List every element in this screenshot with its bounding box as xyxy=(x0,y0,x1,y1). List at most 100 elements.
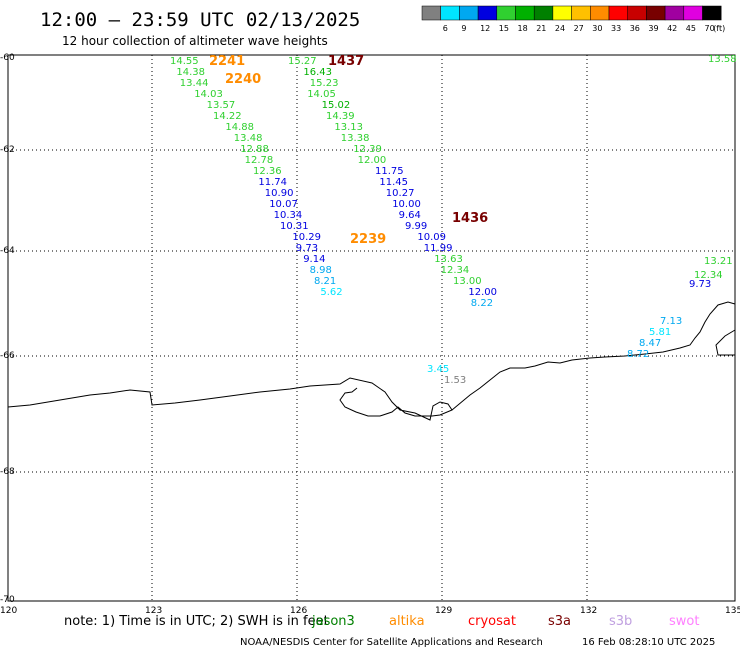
colorbar-label: 42 xyxy=(667,24,677,33)
wave-height-reading: 13.48 xyxy=(234,133,263,144)
colorbar-swatch xyxy=(459,5,479,21)
colorbar-label: 15 xyxy=(499,24,509,33)
lon-label: 135 xyxy=(725,606,740,616)
colorbar-label: 6 xyxy=(443,24,448,33)
wave-height-reading: 9.73 xyxy=(689,279,711,290)
track-f: 13.58 xyxy=(708,54,737,65)
wave-height-reading: 8.21 xyxy=(314,276,336,287)
wave-height-reading: 11.75 xyxy=(375,166,404,177)
wave-height-reading: 12.34 xyxy=(694,270,723,281)
colorbar-swatch xyxy=(646,5,666,21)
wave-height-reading: 10.31 xyxy=(280,221,309,232)
colorbar-swatch xyxy=(552,5,572,21)
wave-height-reading: 14.88 xyxy=(225,122,254,133)
wave-height-reading: 10.34 xyxy=(274,210,303,221)
colorbar: 6 9 12 15 18 21 24 27 30 33 36 39 42 45 70(ft) xyxy=(421,5,725,33)
satellite-legend: jason3 altika cryosat s3a s3b swot xyxy=(311,614,699,629)
wave-height-reading: 12.78 xyxy=(245,155,274,166)
units-note: note: 1) Time is in UTC; 2) SWH is in fe… xyxy=(64,614,329,629)
colorbar-swatch xyxy=(477,5,498,21)
wave-height-reading: 5.62 xyxy=(320,287,342,298)
colorbar-label: 9 xyxy=(461,24,466,33)
colorbar-label: 21 xyxy=(536,24,546,33)
wave-height-reading: 8.98 xyxy=(310,265,332,276)
generation-timestamp: 16 Feb 08:28:10 UTC 2025 xyxy=(582,637,715,648)
coastline xyxy=(7,301,736,421)
colorbar-swatch xyxy=(421,5,441,21)
satellite-legend-item: s3a xyxy=(548,614,571,629)
wave-height-reading: 10.00 xyxy=(392,199,421,210)
wave-height-reading: 13.38 xyxy=(341,133,370,144)
colorbar-label: 30 xyxy=(592,24,602,33)
wave-height-reading: 13.00 xyxy=(453,276,482,287)
colorbar-label: 18 xyxy=(518,24,528,33)
wave-height-reading: 11.99 xyxy=(424,243,453,254)
wave-height-reading: 8.22 xyxy=(471,298,493,309)
colorbar-label: 27 xyxy=(574,24,584,33)
colorbar-label: 33 xyxy=(611,24,621,33)
colorbar-swatch xyxy=(702,5,722,21)
wave-height-reading: 9.99 xyxy=(405,221,427,232)
wave-height-reading: 8.72 xyxy=(627,349,649,360)
wave-height-reading: 10.29 xyxy=(292,232,321,243)
colorbar-swatch xyxy=(533,5,554,21)
wave-height-reading: 13.13 xyxy=(334,122,363,133)
wave-height-reading: 14.39 xyxy=(326,111,355,122)
lat-label: -70 xyxy=(0,595,15,605)
satellite-legend-item: swot xyxy=(669,614,699,629)
wave-height-reading: 15.27 xyxy=(288,56,317,67)
credit-line: NOAA/NESDIS Center for Satellite Applica… xyxy=(240,637,543,648)
colorbar-swatch xyxy=(664,5,685,21)
wave-height-reading: 11.74 xyxy=(258,177,287,188)
wave-height-reading: 14.38 xyxy=(176,67,205,78)
lon-label: 120 xyxy=(0,606,17,616)
map-subtitle: 12 hour collection of altimeter wave hei… xyxy=(62,34,328,48)
wave-height-reading: 15.23 xyxy=(310,78,339,89)
wave-height-reading: 10.27 xyxy=(386,188,415,199)
wave-height-reading: 15.02 xyxy=(322,100,351,111)
wave-height-reading: 12.34 xyxy=(441,265,470,276)
wave-height-reading: 7.13 xyxy=(660,316,682,327)
colorbar-swatch xyxy=(515,5,535,21)
wave-height-reading: 14.55 xyxy=(170,56,199,67)
lat-label: -68 xyxy=(0,467,15,477)
wave-height-reading: 14.03 xyxy=(194,89,223,100)
track-d: 12.34 13.21 9.73 xyxy=(689,256,733,290)
wave-height-reading: 12.00 xyxy=(468,287,497,298)
colorbar-label: 36 xyxy=(630,24,640,33)
wave-height-reading: 13.58 xyxy=(708,54,737,65)
pass-time-label: 2241 xyxy=(209,54,245,69)
wave-height-reading: 13.21 xyxy=(704,256,733,267)
track-c: 7.135.818.478.72 xyxy=(627,316,682,360)
track-e: 3.451.53 xyxy=(427,364,466,386)
wave-height-reading: 9.73 xyxy=(296,243,318,254)
colorbar-swatch xyxy=(496,5,516,21)
lon-label: 129 xyxy=(435,606,452,616)
wave-height-reading: 16.43 xyxy=(303,67,332,78)
wave-height-reading: 5.81 xyxy=(649,327,671,338)
colorbar-swatch xyxy=(627,5,647,21)
colorbar-swatch xyxy=(440,5,460,21)
wave-height-reading: 9.64 xyxy=(399,210,421,221)
wave-height-reading: 14.05 xyxy=(307,89,336,100)
pass-time-label: 1437 xyxy=(328,54,364,69)
wave-height-reading: 1.53 xyxy=(444,375,466,386)
satellite-legend-item: cryosat xyxy=(468,614,516,629)
colorbar-label: 45 xyxy=(686,24,696,33)
plot-frame xyxy=(7,54,736,602)
wave-height-reading: 12.00 xyxy=(358,155,387,166)
pass-time-label: 2240 xyxy=(225,72,261,87)
wave-height-reading: 8.47 xyxy=(639,338,661,349)
pass-time-label: 2239 xyxy=(350,232,386,247)
pass-time-label: 1436 xyxy=(452,211,488,226)
wave-height-reading: 12.39 xyxy=(353,144,382,155)
map-title: 12:00 – 23:59 UTC 02/13/2025 xyxy=(40,9,360,31)
wave-height-reading: 10.07 xyxy=(269,199,298,210)
wave-height-reading: 12.36 xyxy=(253,166,282,177)
colorbar-label: 70 xyxy=(705,24,715,33)
lon-label: 132 xyxy=(580,606,597,616)
satellite-legend-item: jason3 xyxy=(311,614,355,629)
satellite-legend-item: altika xyxy=(389,614,425,629)
lon-label: 126 xyxy=(290,606,307,616)
